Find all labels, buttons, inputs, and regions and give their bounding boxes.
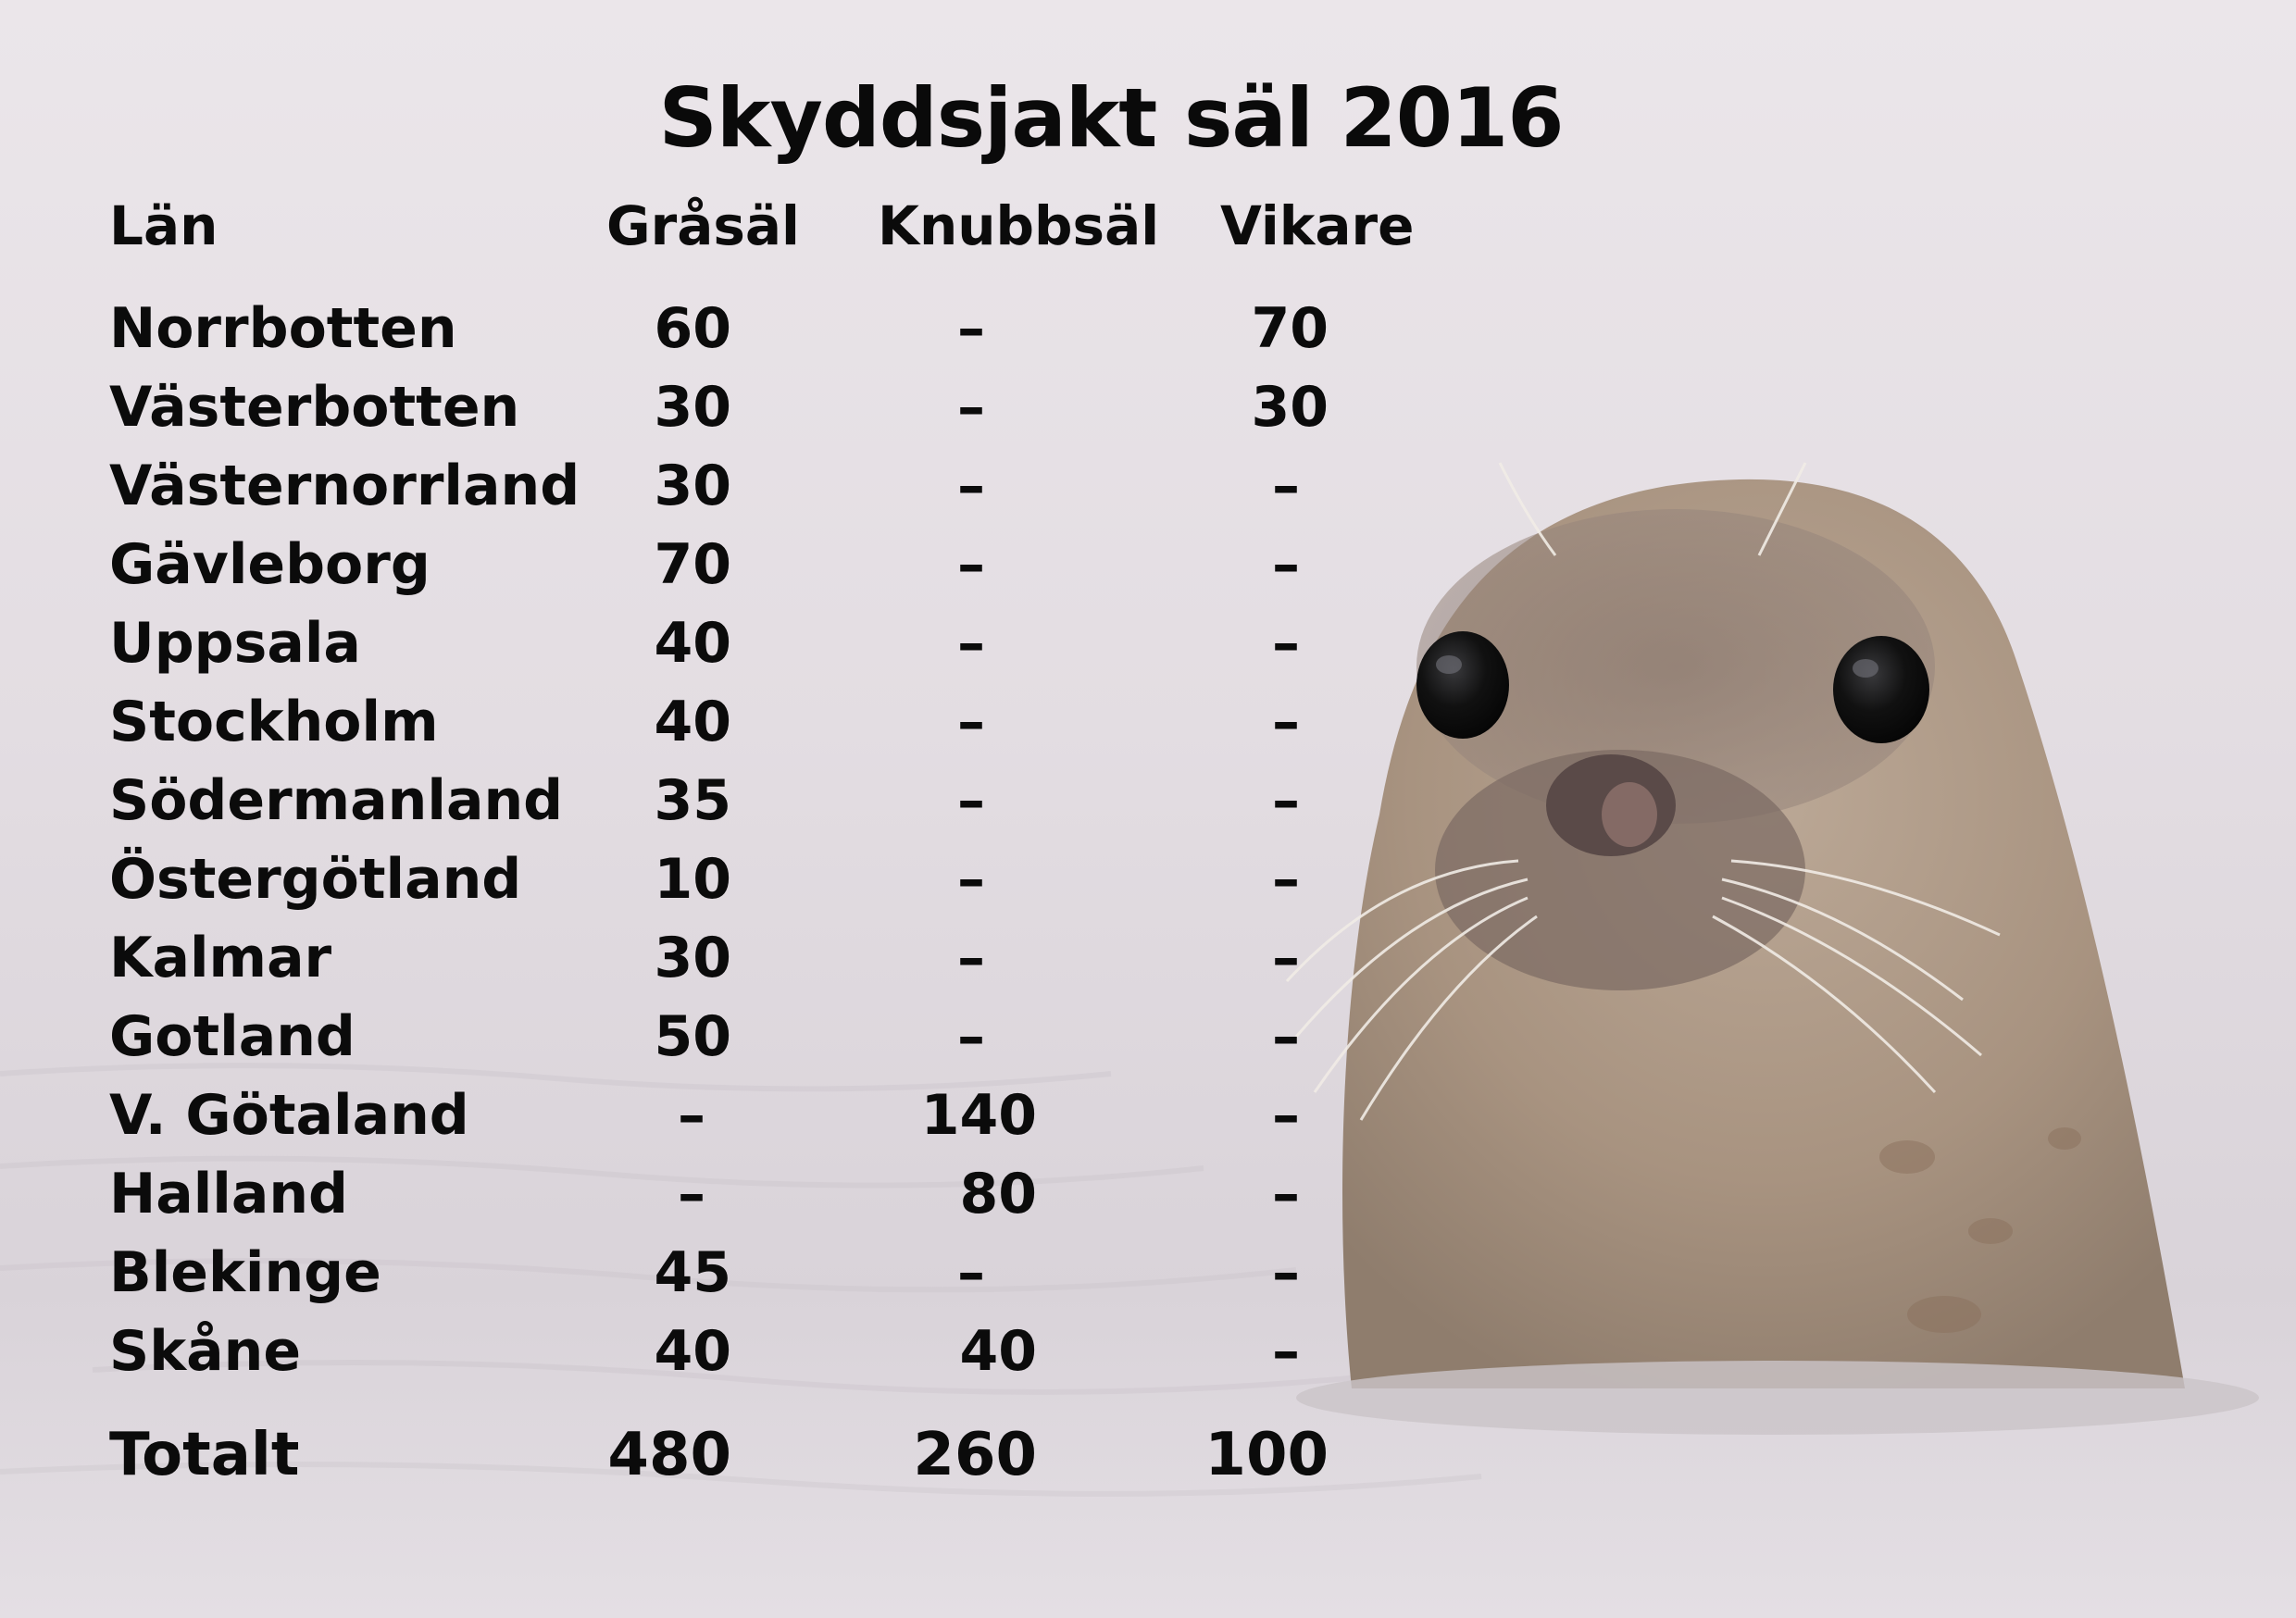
row-vikare-value: 30 — [1251, 375, 1329, 440]
row-knubbsal-value: – — [957, 611, 985, 676]
row-vikare-value: – — [1272, 1083, 1300, 1148]
right-eye — [1833, 636, 1929, 743]
row-lan-label: Västernorrland — [109, 454, 580, 518]
row-lan-label: V. Götaland — [109, 1083, 469, 1148]
row-vikare-value: – — [1272, 768, 1300, 833]
row-vikare-value: – — [1272, 1004, 1300, 1069]
row-grasal-value: – — [678, 1083, 705, 1148]
row-vikare-value: – — [1272, 690, 1300, 754]
row-lan-label: Uppsala — [109, 611, 361, 676]
row-grasal-value: 60 — [654, 296, 732, 361]
row-grasal-value: – — [678, 1162, 705, 1226]
row-knubbsal-value: 80 — [959, 1162, 1038, 1226]
row-lan-label: Stockholm — [109, 690, 439, 754]
row-knubbsal-value: – — [957, 926, 985, 990]
row-knubbsal-value: – — [957, 847, 985, 912]
total-grasal-value: 480 — [607, 1421, 731, 1489]
column-header-vikare: Vikare — [1220, 194, 1415, 257]
row-knubbsal-value: – — [957, 690, 985, 754]
water-ripples — [0, 1063, 1482, 1497]
water-line — [1296, 1361, 2259, 1435]
row-vikare-value: – — [1272, 926, 1300, 990]
muzzle — [1435, 750, 1805, 990]
row-knubbsal-value: – — [957, 768, 985, 833]
row-vikare-value: – — [1272, 1240, 1300, 1305]
row-lan-label: Kalmar — [109, 926, 332, 990]
row-lan-label: Gotland — [109, 1004, 356, 1069]
row-grasal-value: 40 — [654, 1319, 732, 1384]
row-knubbsal-value: – — [957, 454, 985, 518]
row-vikare-value: – — [1272, 532, 1300, 597]
row-vikare-value: – — [1272, 1162, 1300, 1226]
row-lan-label: Norrbotten — [109, 296, 457, 361]
chart-title: Skyddsjakt säl 2016 — [658, 70, 1565, 166]
row-lan-label: Halland — [109, 1162, 348, 1226]
row-grasal-value: 40 — [654, 611, 732, 676]
row-grasal-value: 35 — [654, 768, 732, 833]
row-vikare-value: – — [1272, 847, 1300, 912]
row-knubbsal-value: 140 — [920, 1083, 1037, 1148]
row-lan-label: Skåne — [109, 1319, 302, 1384]
total-vikare-value: 100 — [1204, 1421, 1329, 1489]
row-knubbsal-value: – — [957, 1004, 985, 1069]
row-vikare-value: – — [1272, 1319, 1300, 1384]
row-grasal-value: 30 — [654, 375, 732, 440]
row-grasal-value: 30 — [654, 454, 732, 518]
row-vikare-value: – — [1272, 611, 1300, 676]
row-vikare-value: – — [1272, 454, 1300, 518]
row-knubbsal-value: – — [957, 1240, 985, 1305]
row-grasal-value: 50 — [654, 1004, 732, 1069]
row-lan-label: Gävleborg — [109, 532, 430, 597]
row-knubbsal-value: – — [957, 296, 985, 361]
left-eye — [1416, 631, 1509, 739]
row-grasal-value: 30 — [654, 926, 732, 990]
row-knubbsal-value: – — [957, 375, 985, 440]
row-grasal-value: 45 — [654, 1240, 732, 1305]
row-grasal-value: 70 — [654, 532, 732, 597]
row-knubbsal-value: 40 — [959, 1319, 1038, 1384]
row-knubbsal-value: – — [957, 532, 985, 597]
row-grasal-value: 10 — [654, 847, 732, 912]
whiskers — [1285, 462, 2001, 1121]
row-lan-label: Södermanland — [109, 768, 564, 833]
row-vikare-value: 70 — [1251, 296, 1329, 361]
row-lan-label: Blekinge — [109, 1240, 381, 1305]
row-lan-label: Västerbotten — [109, 375, 520, 440]
total-knubbsal-value: 260 — [913, 1421, 1037, 1489]
column-header-knubbsal: Knubbsäl — [878, 194, 1160, 257]
row-lan-label: Östergötland — [109, 847, 522, 912]
column-header-grasal: Gråsäl — [606, 194, 800, 257]
total-label: Totalt — [109, 1421, 300, 1489]
column-header-lan: Län — [109, 194, 218, 257]
row-grasal-value: 40 — [654, 690, 732, 754]
